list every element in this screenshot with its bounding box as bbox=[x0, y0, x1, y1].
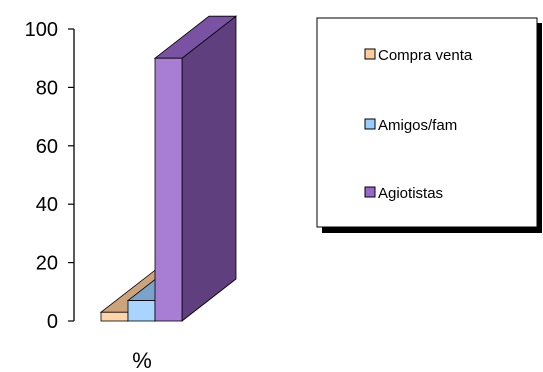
bar bbox=[127, 300, 156, 322]
legend-shadow-side bbox=[537, 23, 542, 233]
legend-shadow bbox=[322, 227, 542, 233]
legend-items: Compra venta Amigos/fam Agiotistas bbox=[364, 47, 473, 202]
legend-swatch bbox=[364, 186, 376, 198]
x-category-label: % bbox=[132, 348, 152, 372]
legend: Compra venta Amigos/fam Agiotistas bbox=[316, 17, 542, 233]
bar-side bbox=[181, 15, 237, 322]
legend-label: Amigos/fam bbox=[378, 117, 457, 134]
bar bbox=[154, 57, 183, 322]
y-tick-label: 20 bbox=[36, 253, 58, 275]
legend-swatch bbox=[364, 48, 376, 60]
y-tick-label: 0 bbox=[47, 311, 58, 333]
y-tick-label: 80 bbox=[36, 77, 58, 99]
y-tick-label: 60 bbox=[36, 136, 58, 158]
legend-box bbox=[316, 17, 538, 228]
bar bbox=[100, 311, 129, 322]
y-axis-ticks: 0 20 40 60 80 100 bbox=[25, 19, 74, 333]
legend-label: Compra venta bbox=[378, 47, 473, 64]
y-tick-label: 100 bbox=[25, 19, 58, 41]
bars-group bbox=[99, 15, 238, 322]
legend-label: Agiotistas bbox=[378, 185, 443, 202]
y-tick-label: 40 bbox=[36, 194, 58, 216]
legend-swatch bbox=[364, 118, 376, 130]
